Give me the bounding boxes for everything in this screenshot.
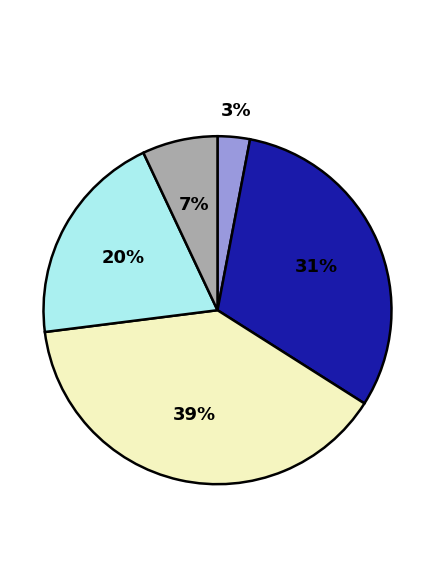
Wedge shape: [217, 136, 250, 310]
Text: 7%: 7%: [178, 196, 209, 214]
Text: 20%: 20%: [101, 249, 144, 267]
Text: 3%: 3%: [220, 102, 251, 120]
Wedge shape: [217, 139, 391, 403]
Text: 31%: 31%: [294, 258, 337, 276]
Text: 39%: 39%: [172, 407, 215, 425]
Wedge shape: [45, 310, 364, 484]
Wedge shape: [143, 136, 217, 310]
Wedge shape: [43, 153, 217, 332]
